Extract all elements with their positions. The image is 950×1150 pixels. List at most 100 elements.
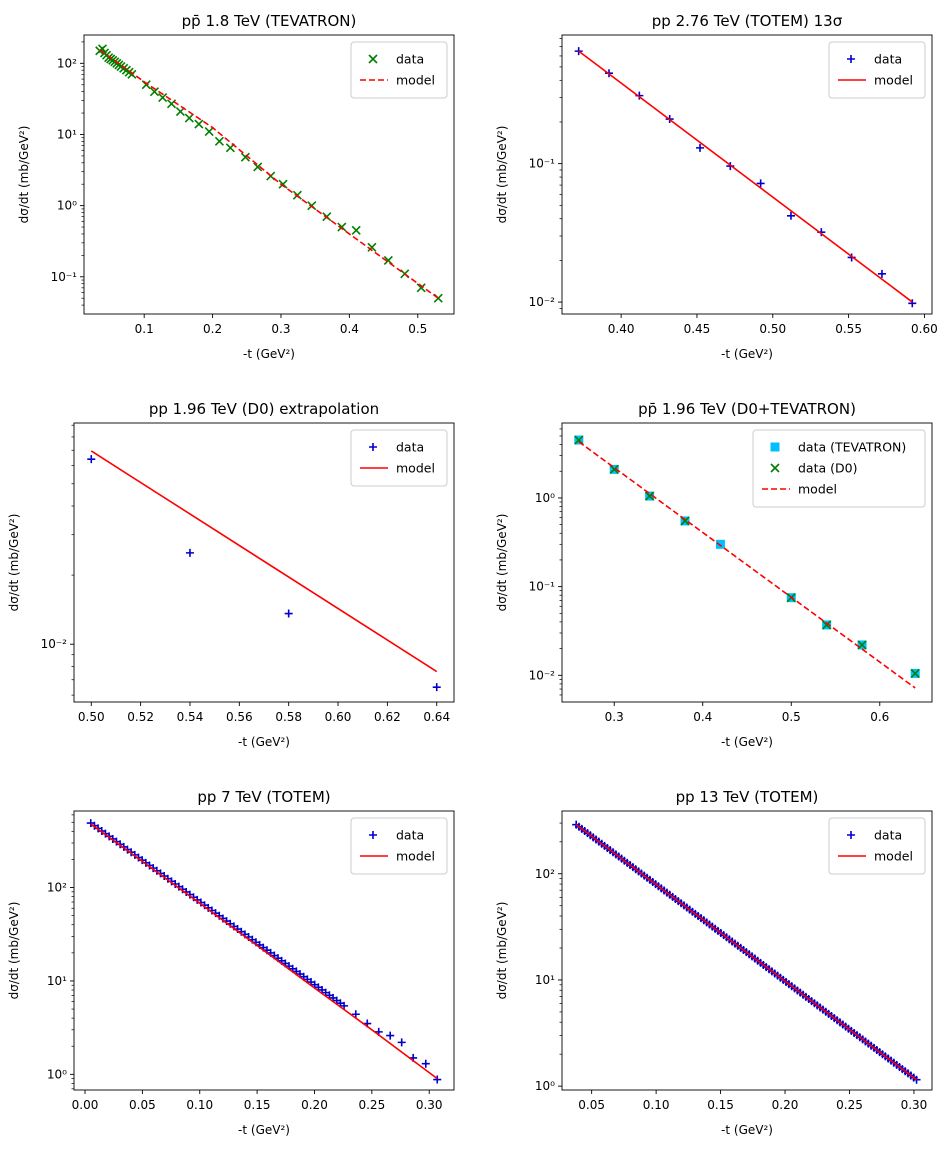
y-tick-label: 10⁰ xyxy=(535,491,555,505)
data-point xyxy=(910,668,920,678)
x-tick-label: 0.3 xyxy=(271,322,290,336)
legend-marker xyxy=(369,831,377,839)
data-point xyxy=(397,1038,406,1047)
x-tick-label: 0.58 xyxy=(275,710,302,724)
data-point xyxy=(574,47,583,56)
y-tick-label: 10⁻¹ xyxy=(529,157,556,171)
y-tick-label: 10⁻² xyxy=(529,295,556,309)
x-axis-label: -t (GeV²) xyxy=(721,347,773,361)
legend: data model xyxy=(828,41,926,99)
y-tick-label: 10¹ xyxy=(47,974,67,988)
x-tick-label: 0.2 xyxy=(203,322,222,336)
chart-title: pp 13 TeV (TOTEM) xyxy=(676,788,819,806)
data-point xyxy=(786,211,795,220)
chart-panel-1: 0.1 0.2 0.3 0.4 0.5 10⁻¹ 10⁰ 10¹ 10² pp̄ 1.8 TeV … xyxy=(17,12,455,361)
chart-title: pp̄ 1.96 TeV (D0+TEVATRON) xyxy=(638,400,856,418)
data-point xyxy=(240,152,250,162)
data-point xyxy=(185,548,194,557)
chart-panel-3: 0.50 0.52 0.54 0.56 0.58 0.60 0.62 0.64 10⁻² pp 1… xyxy=(7,400,455,749)
legend-box xyxy=(828,41,926,99)
data-point xyxy=(756,179,765,188)
y-tick-label: 10⁻² xyxy=(41,637,68,651)
legend-box xyxy=(350,41,448,99)
legend-marker xyxy=(369,443,377,451)
series-model xyxy=(575,824,918,1081)
legend-label: model xyxy=(874,849,913,864)
legend-box xyxy=(350,429,448,487)
data-point xyxy=(822,620,832,630)
data-point xyxy=(433,1075,442,1084)
data-point xyxy=(351,1010,360,1019)
x-tick-label: 0.60 xyxy=(325,710,352,724)
x-tick-label: 0.60 xyxy=(911,322,938,336)
y-tick-label: 10⁻¹ xyxy=(529,580,556,594)
model-line xyxy=(575,824,918,1081)
data-point xyxy=(175,106,185,117)
legend-label: data xyxy=(874,52,902,67)
legend: data model xyxy=(350,429,448,487)
legend-label: model xyxy=(798,482,837,497)
y-tick-label: 10⁻² xyxy=(529,668,556,682)
x-axis-label: -t (GeV²) xyxy=(721,1123,773,1137)
x-tick-label: 0.10 xyxy=(643,1098,670,1112)
model-line xyxy=(578,50,913,303)
x-axis-label: -t (GeV²) xyxy=(238,735,290,749)
data-point xyxy=(715,539,725,549)
x-axis-label: -t (GeV²) xyxy=(721,735,773,749)
legend-label: model xyxy=(874,73,913,88)
axes-frame xyxy=(561,34,933,315)
data-point xyxy=(253,162,263,172)
legend-label: data xyxy=(396,52,424,67)
y-tick-label: 10² xyxy=(57,56,77,70)
legend-marker xyxy=(368,54,378,64)
y-tick-label: 10¹ xyxy=(57,127,77,141)
x-tick-label: 0.20 xyxy=(301,1098,328,1112)
data-point xyxy=(340,1001,349,1010)
x-tick-label: 0.10 xyxy=(186,1098,213,1112)
legend-marker xyxy=(770,442,780,452)
series-model xyxy=(578,441,916,689)
y-tick-label: 10² xyxy=(535,867,555,881)
x-tick-label: 0.4 xyxy=(693,710,712,724)
data-point xyxy=(214,136,224,146)
x-tick-label: 0.25 xyxy=(358,1098,385,1112)
data-point xyxy=(284,609,293,618)
data-point xyxy=(158,93,168,103)
chart-title: pp 2.76 TeV (TOTEM) 13σ xyxy=(652,12,843,30)
chart-title: pp 1.96 TeV (D0) extrapolation xyxy=(149,400,379,418)
x-tick-label: 0.25 xyxy=(836,1098,863,1112)
y-axis-label: dσ/dt (mb/GeV²) xyxy=(17,126,31,224)
x-tick-label: 0.50 xyxy=(78,710,105,724)
data-point xyxy=(149,87,160,97)
x-tick-label: 0.15 xyxy=(707,1098,734,1112)
x-tick-label: 0.30 xyxy=(901,1098,928,1112)
y-tick-label: 10⁰ xyxy=(535,1079,555,1093)
legend-marker xyxy=(847,831,855,839)
legend-label: data (D0) xyxy=(798,461,857,476)
y-axis-label: dσ/dt (mb/GeV²) xyxy=(495,126,509,224)
legend-label: data xyxy=(396,440,424,455)
series-model xyxy=(578,50,913,303)
y-axis-label: dσ/dt (mb/GeV²) xyxy=(495,902,509,1000)
y-tick-label: 10⁻¹ xyxy=(51,270,78,284)
x-tick-label: 0.30 xyxy=(416,1098,443,1112)
data-point xyxy=(912,1075,921,1084)
y-axis-label: dσ/dt (mb/GeV²) xyxy=(495,514,509,612)
legend-marker xyxy=(847,55,855,63)
legend-label: model xyxy=(396,73,435,88)
model-line xyxy=(578,441,916,689)
data-point xyxy=(416,283,426,293)
axes-frame xyxy=(561,810,933,1091)
chart-title: pp̄ 1.8 TeV (TEVATRON) xyxy=(182,12,357,30)
data-point xyxy=(645,491,655,501)
data-point xyxy=(166,99,177,109)
x-tick-label: 0.1 xyxy=(135,322,154,336)
legend-box xyxy=(752,429,926,508)
model-line xyxy=(99,49,439,299)
axes-frame xyxy=(73,810,455,1091)
model-line xyxy=(90,823,438,1080)
series-model xyxy=(90,450,438,673)
x-tick-label: 0.3 xyxy=(605,710,624,724)
x-tick-label: 0.15 xyxy=(244,1098,271,1112)
